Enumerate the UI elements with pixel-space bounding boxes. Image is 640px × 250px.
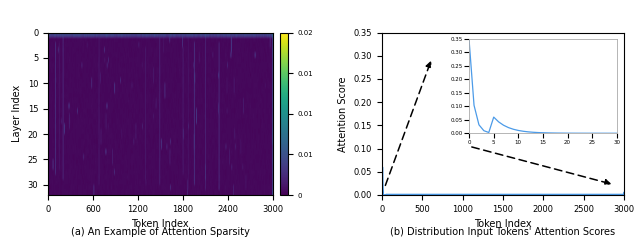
X-axis label: Token Index: Token Index — [474, 219, 532, 229]
Title: (b) Distribution Input Tokens' Attention Scores: (b) Distribution Input Tokens' Attention… — [390, 228, 616, 237]
Y-axis label: Attention Score: Attention Score — [338, 76, 348, 152]
Title: (a) An Example of Attention Sparsity: (a) An Example of Attention Sparsity — [71, 228, 250, 237]
X-axis label: Token Index: Token Index — [131, 219, 189, 229]
Y-axis label: Layer Index: Layer Index — [12, 85, 22, 142]
